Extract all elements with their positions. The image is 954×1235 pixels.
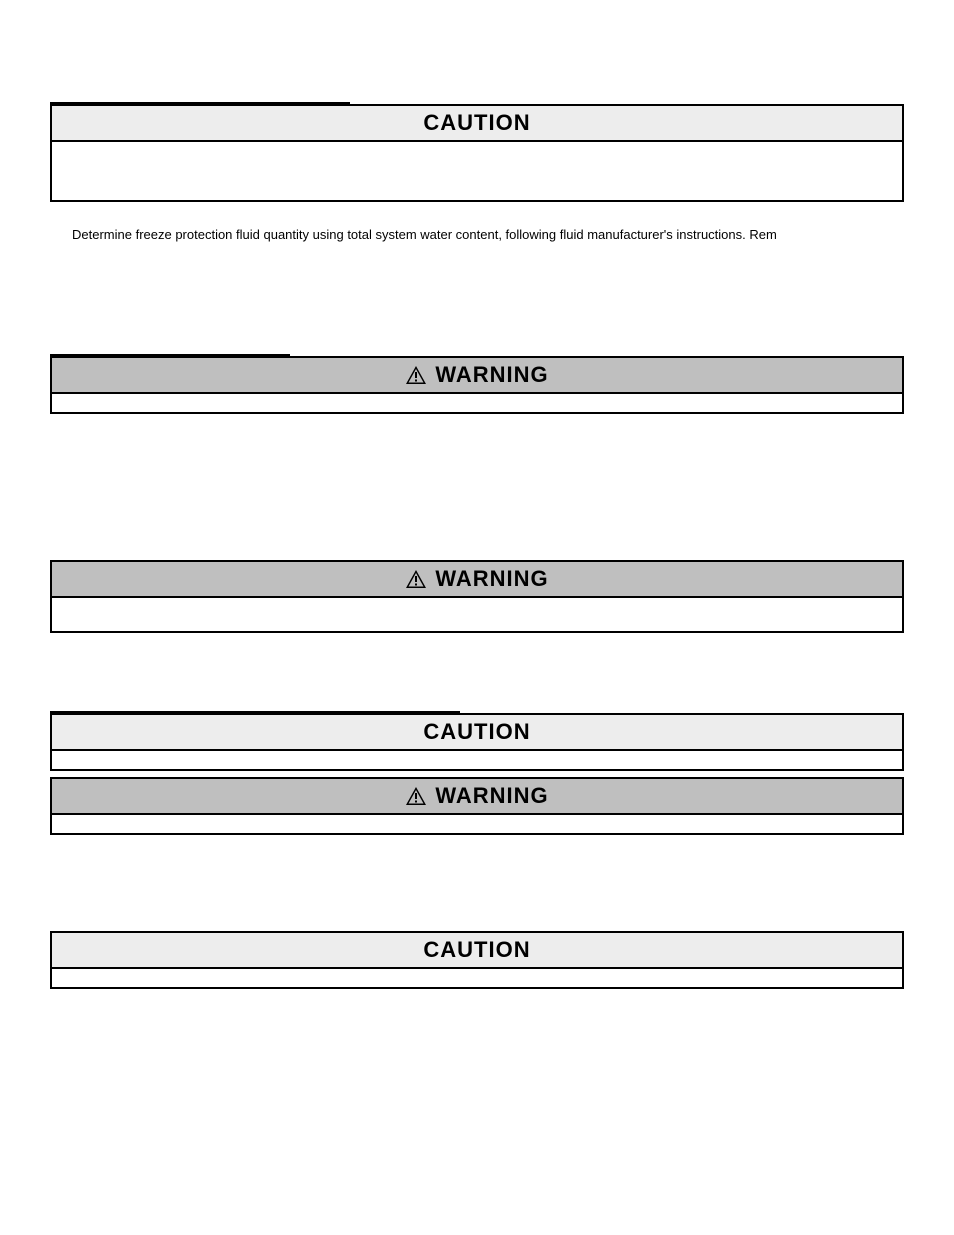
warning-triangle-icon [405, 365, 427, 385]
spacer [50, 420, 904, 560]
caution-box: CAUTION [50, 713, 904, 771]
warning-header: WARNING [52, 358, 902, 392]
caution-body [52, 749, 902, 769]
warning-box: WARNING [50, 560, 904, 633]
warning-box: WARNING [50, 777, 904, 835]
warning-body [52, 392, 902, 412]
warning-body [52, 813, 902, 833]
warning-header: WARNING [52, 779, 902, 813]
caution-body [52, 967, 902, 987]
freeze-protection-paragraph: Determine freeze protection fluid quanti… [50, 208, 904, 252]
caution-header: CAUTION [52, 933, 902, 967]
warning-label: WARNING [435, 362, 548, 388]
spacer [50, 639, 904, 699]
caution-body [52, 140, 902, 200]
warning-triangle-icon [405, 569, 427, 589]
caution-header: CAUTION [52, 715, 902, 749]
warning-header: WARNING [52, 562, 902, 596]
warning-label: WARNING [435, 783, 548, 809]
warning-box: WARNING [50, 356, 904, 414]
spacer [50, 841, 904, 931]
warning-triangle-icon [405, 786, 427, 806]
spacer [50, 252, 904, 342]
caution-header: CAUTION [52, 106, 902, 140]
caution-label: CAUTION [423, 719, 530, 745]
caution-box: CAUTION [50, 931, 904, 989]
caution-box: CAUTION [50, 104, 904, 202]
warning-label: WARNING [435, 566, 548, 592]
caution-label: CAUTION [423, 937, 530, 963]
warning-body [52, 596, 902, 631]
caution-label: CAUTION [423, 110, 530, 136]
